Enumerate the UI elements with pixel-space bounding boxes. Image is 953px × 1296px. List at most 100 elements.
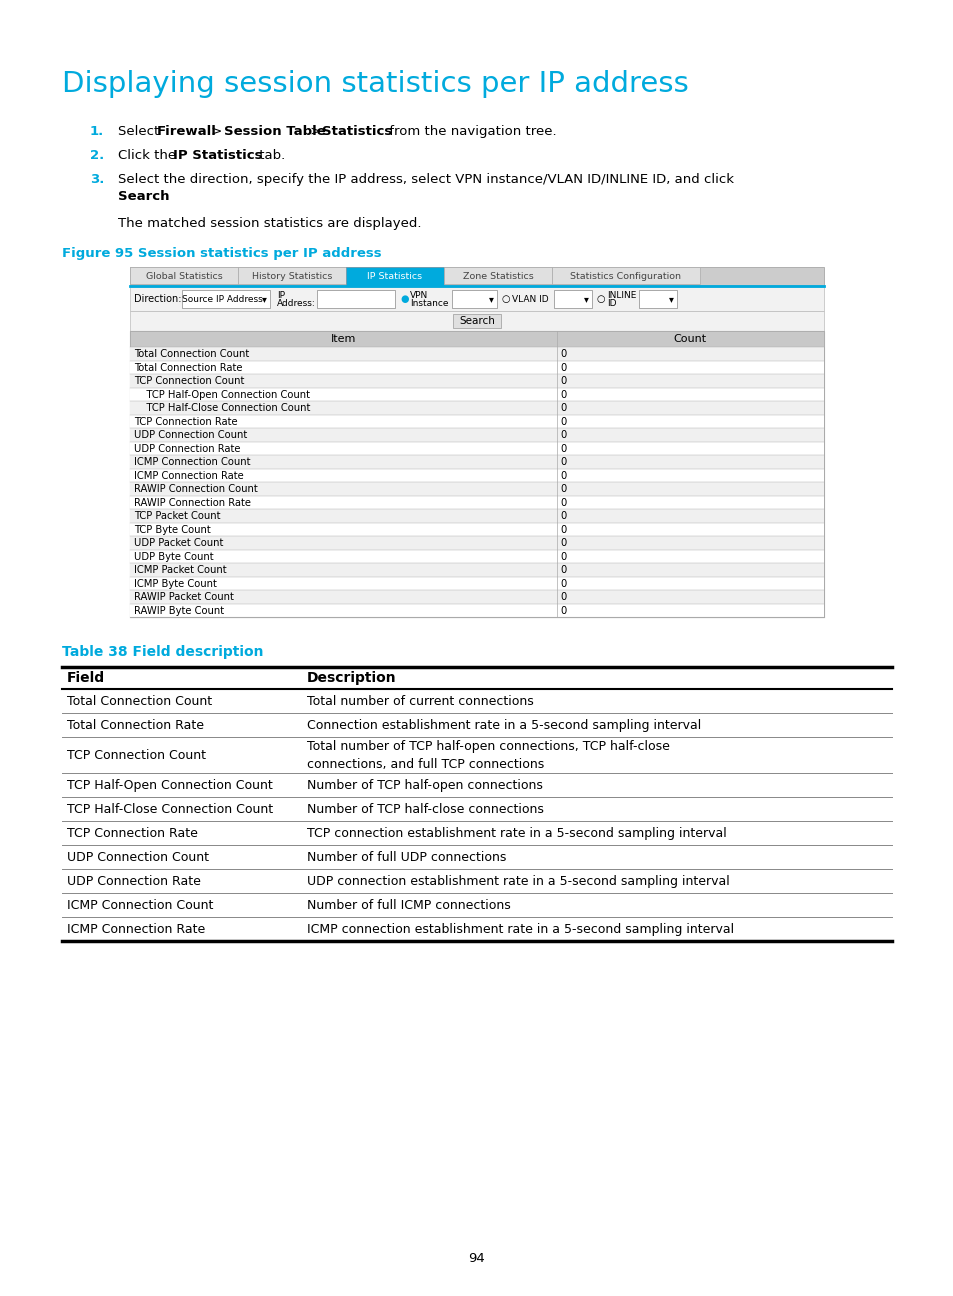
Text: UDP Byte Count: UDP Byte Count [133, 552, 213, 561]
Text: 94: 94 [468, 1252, 485, 1265]
Text: Direction:: Direction: [133, 294, 181, 305]
Text: TCP Connection Count: TCP Connection Count [67, 749, 206, 762]
Text: Figure 95 Session statistics per IP address: Figure 95 Session statistics per IP addr… [62, 248, 381, 260]
Bar [130, 347, 823, 360]
Text: The matched session statistics are displayed.: The matched session statistics are displ… [118, 216, 421, 229]
Text: TCP Half-Close Connection Count: TCP Half-Close Connection Count [67, 804, 273, 816]
Text: Table 38 Field description: Table 38 Field description [62, 645, 263, 660]
Text: Global Statistics: Global Statistics [146, 272, 222, 281]
Text: 0: 0 [560, 605, 566, 616]
Text: TCP Packet Count: TCP Packet Count [133, 511, 220, 521]
Text: UDP Connection Count: UDP Connection Count [133, 430, 247, 441]
Text: 0: 0 [560, 430, 566, 441]
Text: Select the direction, specify the IP address, select VPN instance/VLAN ID/INLINE: Select the direction, specify the IP add… [118, 172, 733, 185]
Text: TCP Connection Rate: TCP Connection Rate [67, 827, 197, 840]
Text: Instance: Instance [410, 299, 448, 308]
Bar [130, 375, 823, 388]
Bar [130, 402, 823, 415]
Text: Source IP Address: Source IP Address [181, 295, 262, 303]
Text: ▾: ▾ [668, 294, 673, 305]
Bar [639, 290, 677, 308]
Text: ICMP Connection Rate: ICMP Connection Rate [133, 470, 244, 481]
Text: Number of full UDP connections: Number of full UDP connections [307, 851, 506, 864]
Text: 0: 0 [560, 376, 566, 386]
Text: ICMP Connection Count: ICMP Connection Count [67, 899, 213, 912]
Text: INLINE: INLINE [606, 290, 636, 299]
Text: 2.: 2. [90, 149, 104, 162]
Bar [62, 893, 891, 918]
Text: Zone Statistics: Zone Statistics [462, 272, 533, 281]
Text: 0: 0 [560, 525, 566, 535]
Bar [62, 774, 891, 797]
Text: ICMP Packet Count: ICMP Packet Count [133, 565, 227, 575]
Text: ○: ○ [501, 294, 510, 305]
Text: Connection establishment rate in a 5-second sampling interval: Connection establishment rate in a 5-sec… [307, 719, 700, 732]
Text: Total number of TCP half-open connections, TCP half-close: Total number of TCP half-open connection… [307, 740, 669, 753]
Text: from the navigation tree.: from the navigation tree. [385, 124, 557, 137]
Bar [130, 469, 823, 482]
Text: Displaying session statistics per IP address: Displaying session statistics per IP add… [62, 70, 688, 98]
Text: 0: 0 [560, 592, 566, 603]
Text: TCP Half-Open Connection Count: TCP Half-Open Connection Count [133, 390, 310, 399]
Text: Total Connection Count: Total Connection Count [133, 349, 249, 359]
Bar [130, 509, 823, 522]
Text: TCP Half-Open Connection Count: TCP Half-Open Connection Count [67, 779, 273, 792]
Bar [130, 537, 823, 550]
Bar [130, 442, 823, 455]
Bar [130, 591, 823, 604]
Text: .: . [155, 189, 160, 202]
Bar [130, 332, 823, 617]
Text: ▾: ▾ [488, 294, 493, 305]
Text: VPN: VPN [410, 290, 428, 299]
Text: 0: 0 [560, 363, 566, 373]
Text: History Statistics: History Statistics [252, 272, 332, 281]
Bar [130, 604, 823, 617]
Text: Total number of current connections: Total number of current connections [307, 695, 533, 708]
Text: RAWIP Packet Count: RAWIP Packet Count [133, 592, 233, 603]
Bar [130, 388, 823, 402]
Text: ▾: ▾ [261, 294, 266, 305]
Text: 0: 0 [560, 457, 566, 467]
Bar [130, 550, 823, 564]
Bar [62, 737, 891, 774]
Text: Session Table: Session Table [224, 124, 325, 137]
Text: Statistics: Statistics [322, 124, 393, 137]
Bar [130, 577, 823, 591]
Text: Click the: Click the [118, 149, 180, 162]
Text: Search: Search [458, 316, 495, 327]
Text: Search: Search [118, 189, 170, 202]
Text: Number of full ICMP connections: Number of full ICMP connections [307, 899, 510, 912]
Bar [130, 288, 823, 311]
Text: TCP Connection Rate: TCP Connection Rate [133, 416, 237, 426]
Bar [452, 290, 497, 308]
Text: Select: Select [118, 124, 163, 137]
Text: >: > [207, 124, 227, 137]
Text: ICMP connection establishment rate in a 5-second sampling interval: ICMP connection establishment rate in a … [307, 923, 734, 936]
Text: connections, and full TCP connections: connections, and full TCP connections [307, 758, 543, 771]
Text: UDP Connection Rate: UDP Connection Rate [133, 443, 240, 454]
Text: IP: IP [276, 290, 285, 299]
Text: Address:: Address: [276, 299, 315, 308]
Text: IP Statistics: IP Statistics [367, 272, 422, 281]
Text: UDP Connection Count: UDP Connection Count [67, 851, 209, 864]
Bar [316, 290, 395, 308]
Text: Total Connection Count: Total Connection Count [67, 695, 212, 708]
Bar [62, 870, 891, 893]
Bar [62, 918, 891, 941]
Text: RAWIP Connection Count: RAWIP Connection Count [133, 485, 257, 494]
Text: UDP Packet Count: UDP Packet Count [133, 538, 223, 548]
Bar [130, 564, 823, 577]
Bar [62, 689, 891, 713]
Text: TCP Connection Count: TCP Connection Count [133, 376, 244, 386]
Text: Description: Description [307, 671, 396, 686]
Text: TCP Byte Count: TCP Byte Count [133, 525, 211, 535]
Text: 0: 0 [560, 485, 566, 494]
Text: 0: 0 [560, 349, 566, 359]
Text: Item: Item [331, 334, 355, 345]
Bar [130, 482, 823, 496]
Text: >: > [306, 124, 325, 137]
Text: 0: 0 [560, 552, 566, 561]
Text: 0: 0 [560, 443, 566, 454]
Text: 0: 0 [560, 578, 566, 588]
Bar [130, 455, 823, 469]
